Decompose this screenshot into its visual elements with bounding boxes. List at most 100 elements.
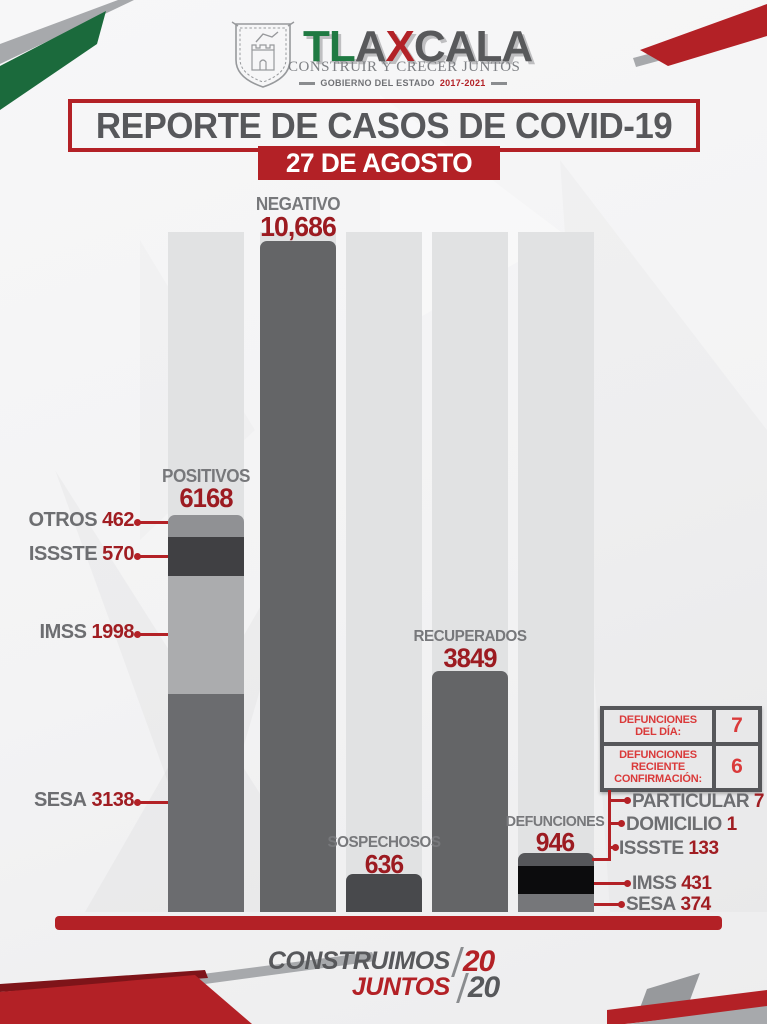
bar-defunciones-segment-sesa [518, 894, 594, 912]
caption-sospechosos-value: 636 [364, 849, 404, 879]
info-box-value: 7 [731, 714, 743, 737]
defunciones-breakdown-sesa: SESA 374 [626, 894, 711, 916]
breakdown-name: OTROS [28, 509, 98, 531]
caption-negativo-label: NEGATIVO [255, 194, 341, 214]
caption-recuperados: RECUPERADOS 3849 [390, 629, 550, 672]
corner-ribbon-bottom-left [0, 952, 376, 1024]
chart-baseline [55, 916, 722, 930]
bar-positivos-segment-imss [168, 576, 244, 694]
positivos-breakdown-otros: OTROS 462 [0, 509, 134, 532]
caption-negativo-value: 10,686 [260, 211, 337, 242]
leader-bottom-bracket [592, 858, 611, 861]
breakdown-name: IMSS [39, 621, 87, 643]
footer-words: CONSTRUIMOS JUNTOS [267, 947, 451, 1000]
breakdown-value: 133 [688, 838, 719, 859]
info-box-label-line: DEFUNCIONES [619, 748, 697, 761]
positivos-breakdown-sesa: SESA 3138 [0, 789, 135, 812]
info-box-value-cell: 6 [716, 746, 758, 788]
defunciones-breakdown-particular: PARTICULAR 7 [632, 791, 764, 813]
bar-positivos-segment-issste [168, 537, 244, 576]
defunciones-breakdown-imss: IMSS 431 [632, 873, 712, 895]
info-box-label-line: DEFUNCIONES [619, 713, 697, 726]
report-date-box: 27 DE AGOSTO [258, 146, 500, 180]
leader-stub-domicilio [609, 820, 625, 827]
corner-ribbon-top-left [0, 0, 134, 110]
leader-line-imss-def [594, 880, 631, 887]
footer-year-bottom: 20 [467, 971, 500, 1004]
brand-a: A [354, 22, 387, 71]
breakdown-name: ISSSTE [619, 838, 684, 859]
info-box-label-cell: DEFUNCIONES RECIENTE CONFIRMACIÓN: [604, 746, 712, 788]
info-box-value: 6 [731, 755, 743, 778]
caption-recuperados-value: 3849 [443, 643, 497, 673]
info-box-label-line: CONFIRMACIÓN: [614, 773, 702, 786]
breakdown-value: 1 [726, 814, 738, 835]
bar-recuperados [432, 671, 508, 912]
brand-cala: CALA [413, 22, 533, 71]
breakdown-name: SESA [626, 894, 676, 915]
caption-sospechosos-label: SOSPECHOSOS [327, 834, 441, 851]
caption-defunciones: DEFUNCIONES 946 [475, 814, 635, 855]
caption-positivos-value: 6168 [179, 483, 233, 513]
breakdown-value: 431 [681, 873, 712, 894]
footer-years: 20 20 [450, 947, 500, 1004]
breakdown-name: ISSSTE [28, 543, 98, 565]
corner-ribbon-bottom-right [607, 973, 767, 1024]
column-track-sospechosos [346, 232, 422, 912]
leader-stub-issste [609, 844, 619, 851]
breakdown-value: 570 [102, 543, 134, 565]
dash-right [490, 81, 507, 85]
info-box-label-line: DEL DÍA: [635, 726, 681, 738]
dash-left [299, 81, 316, 85]
report-title: REPORTE DE CASOS DE COVID-19 [95, 104, 673, 146]
leader-line-imss [134, 631, 168, 638]
caption-negativo: NEGATIVO 10,686 [218, 195, 378, 241]
caption-defunciones-label: DEFUNCIONES [505, 813, 605, 830]
info-box-value-cell: 7 [716, 710, 758, 742]
column-track-defunciones [518, 232, 594, 912]
footer-year-bottom-row: 20 [455, 971, 500, 1004]
brand-wordmark: TLAXCALA [303, 22, 533, 72]
breakdown-value: 7 [753, 791, 765, 812]
breakdown-name: DOMICILIO [626, 814, 722, 835]
government-label: GOBIERNO DEL ESTADO [320, 78, 435, 88]
positivos-breakdown-imss: IMSS 1998 [0, 621, 135, 644]
info-box-defunciones-del-dia: DEFUNCIONES DEL DÍA: 7 [604, 710, 758, 742]
info-box-defunciones-reciente: DEFUNCIONES RECIENTE CONFIRMACIÓN: 6 [604, 746, 758, 788]
slash-divider [450, 947, 464, 977]
leader-line-issste [134, 553, 168, 560]
report-title-box: REPORTE DE CASOS DE COVID-19 [68, 99, 700, 152]
caption-positivos: POSITIVOS 6168 [126, 467, 286, 512]
footer-construimos: CONSTRUIMOS [267, 947, 451, 975]
caption-positivos-label: POSITIVOS [162, 466, 250, 486]
footer-slogan: CONSTRUIMOS JUNTOS 20 20 [0, 947, 767, 1004]
corner-ribbon-top-right [633, 4, 767, 67]
government-years: 2017-2021 [439, 78, 486, 88]
leader-line-sesa-def [594, 901, 625, 908]
report-date: 27 DE AGOSTO [285, 147, 473, 178]
defunciones-breakdown-issste: ISSSTE 133 [619, 838, 719, 860]
bar-positivos-segment-otros [168, 515, 244, 537]
bar-positivos-segment-sesa [168, 694, 244, 912]
breakdown-value: 374 [680, 894, 712, 915]
leader-stub-particular [609, 797, 631, 804]
leader-line-sesa [134, 799, 168, 806]
defunciones-breakdown-domicilio: DOMICILIO 1 [626, 814, 737, 836]
caption-defunciones-value: 946 [535, 827, 575, 857]
positivos-breakdown-issste: ISSSTE 570 [0, 543, 135, 566]
government-line: GOBIERNO DEL ESTADO 2017-2021 [288, 78, 518, 88]
breakdown-value: 1998 [91, 621, 135, 643]
leader-vertical-defunciones [608, 790, 611, 861]
tlaxcala-coat-of-arms-icon [231, 21, 295, 88]
defunciones-info-boxes: DEFUNCIONES DEL DÍA: 7 DEFUNCIONES RECIE… [600, 706, 762, 792]
bar-negativo [260, 241, 336, 912]
breakdown-value: 462 [102, 509, 134, 531]
bar-defunciones-segment-imss [518, 866, 594, 894]
brand-tagline: CONSTRUIR Y CRECER JUNTOS [288, 59, 521, 75]
breakdown-name: SESA [33, 789, 87, 811]
bar-sospechosos [346, 874, 422, 912]
caption-recuperados-label: RECUPERADOS [413, 628, 527, 645]
brand-tl: TL [303, 22, 356, 71]
leader-line-otros [134, 519, 168, 526]
